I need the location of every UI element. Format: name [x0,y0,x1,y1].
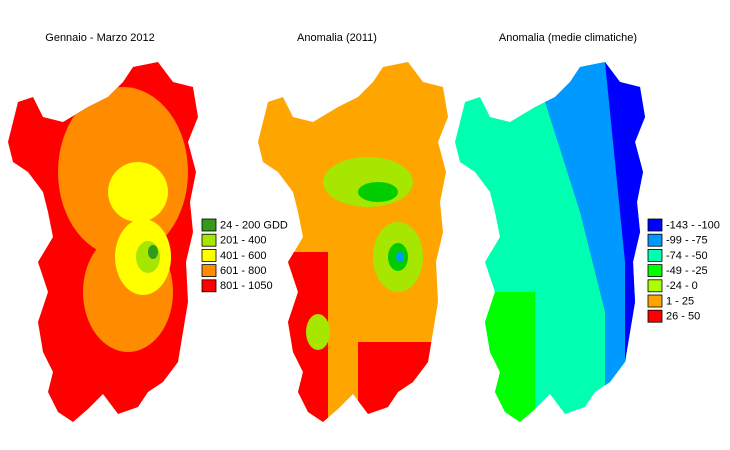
legend-swatch [647,279,663,293]
legend-swatch [647,233,663,247]
legend-label: -143 - -100 [666,219,720,231]
legend-swatch [647,309,663,323]
legend-swatch [201,218,217,232]
legend-label: 801 - 1050 [220,280,273,292]
legend: 24 - 200 GDD 201 - 400 401 - 600 601 - 800 8… [201,218,288,293]
legend-label: 401 - 600 [220,250,266,262]
legend-label: -49 - -25 [666,265,708,277]
legend-swatch [201,248,217,262]
map-title: Anomalia (medie climatiche) [499,32,637,44]
legend-label: 24 - 200 GDD [220,219,288,231]
legend-label: 201 - 400 [220,235,266,247]
map-title: Anomalia (2011) [297,32,377,44]
legend-swatch [201,264,217,278]
map [258,62,448,422]
legend: -143 - -100 -99 - -75 -74 - -50 -49 - -25 -2… [647,218,720,323]
legend-label: -74 - -50 [666,250,708,262]
legend-label: 26 - 50 [666,311,700,323]
legend-label: -24 - 0 [666,280,698,292]
legend-label: -99 - -75 [666,235,708,247]
legend-swatch [201,233,217,247]
legend-swatch [647,264,663,278]
legend-label: 601 - 800 [220,265,266,277]
legend-swatch [647,294,663,308]
map [8,62,198,422]
legend-label: 1 - 25 [666,295,694,307]
legend-swatch [201,279,217,293]
map-title: Gennaio - Marzo 2012 [45,32,154,44]
legend-swatch [647,218,663,232]
legend-swatch [647,248,663,262]
map [455,62,645,422]
